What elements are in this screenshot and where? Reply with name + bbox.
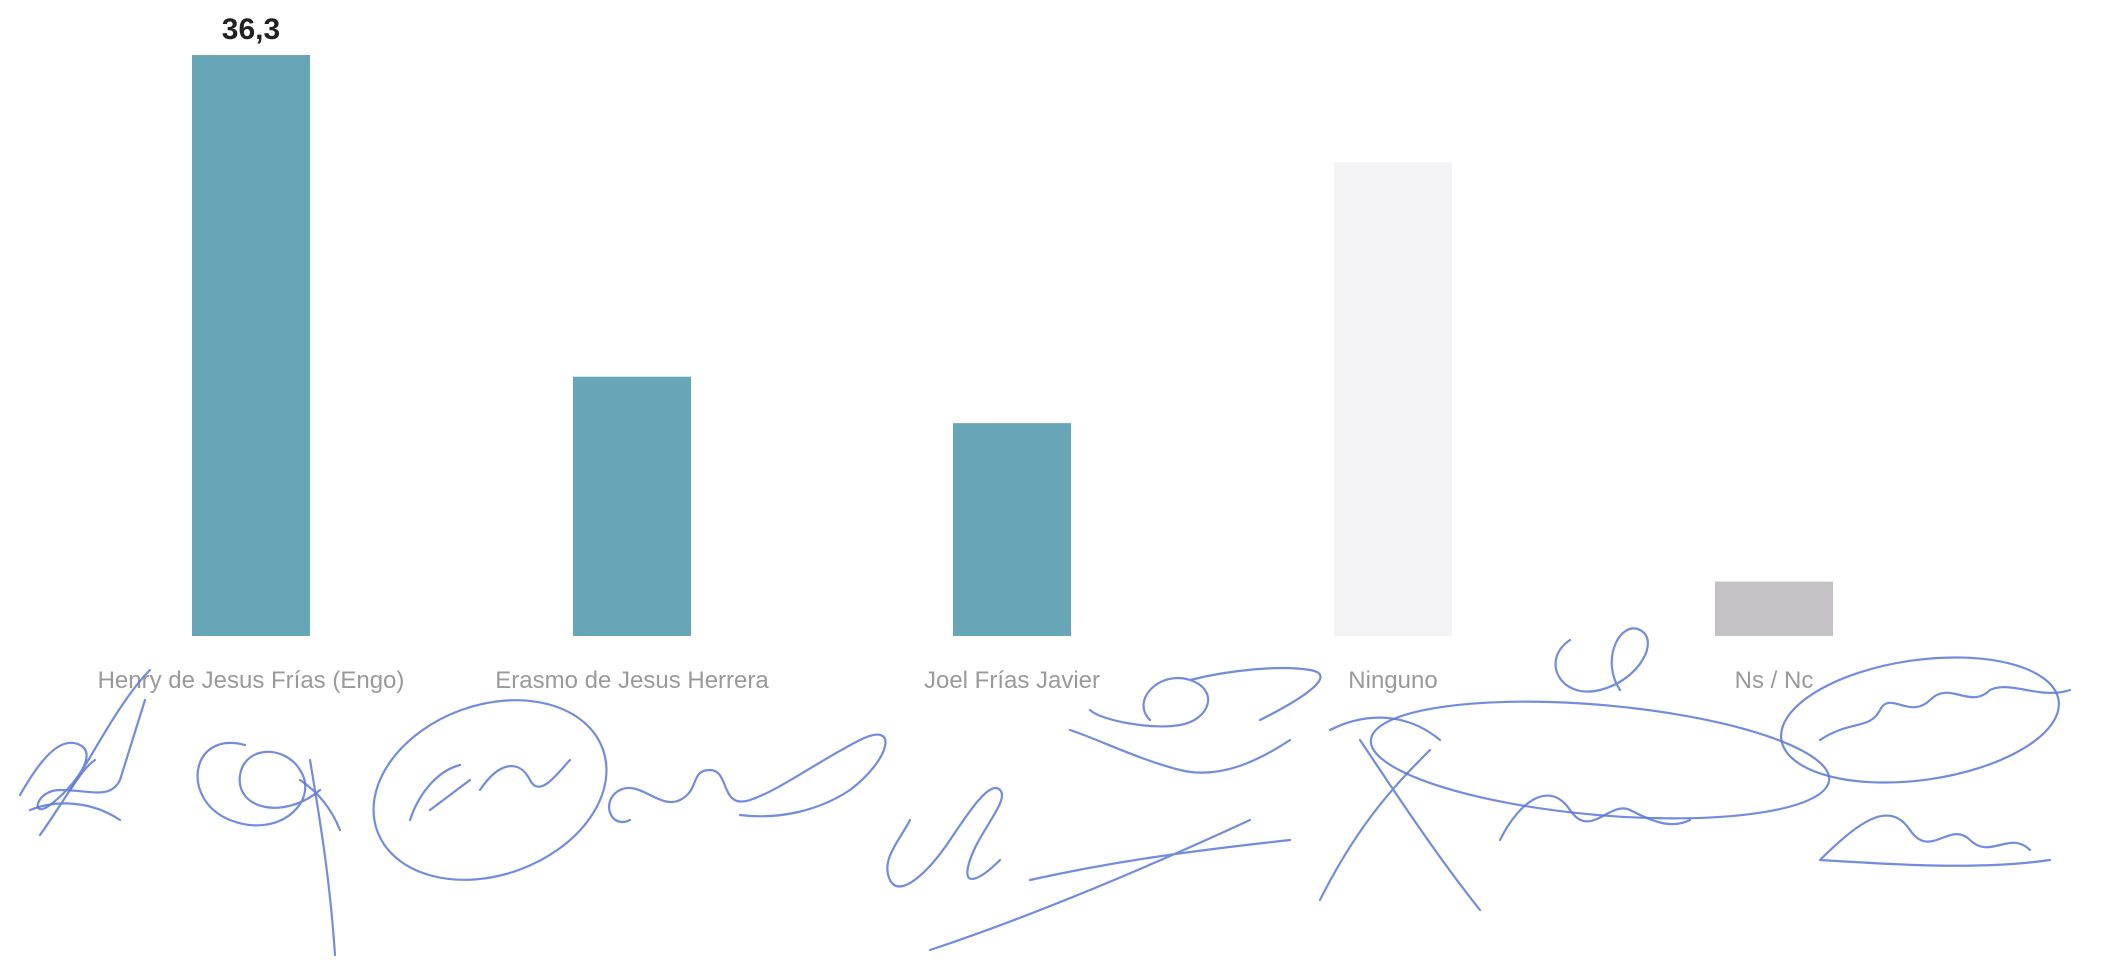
signature-8 [1780,656,2072,867]
signature-4 [608,733,887,824]
signature-5 [886,787,1292,952]
category-label-3: Joel Frías Javier [924,667,1100,694]
signature-1 [18,668,152,837]
signature-2 [196,741,342,957]
data-labels: 36,3 [222,13,280,46]
bar-1 [192,55,310,636]
bars [192,55,1833,636]
signature-3 [372,699,608,881]
bar-3 [953,423,1071,636]
data-label-1: 36,3 [222,13,280,46]
category-label-1: Henry de Jesus Frías (Engo) [98,667,405,694]
bar-5 [1715,581,1833,636]
signatures [18,627,2072,957]
signature-7 [1318,627,1831,912]
category-label-2: Erasmo de Jesus Herrera [495,667,769,694]
bar-4 [1334,162,1452,636]
category-label-5: Ns / Nc [1735,667,1814,694]
category-label-4: Ninguno [1348,667,1437,694]
category-labels: Henry de Jesus Frías (Engo) Erasmo de Jes… [98,667,1814,694]
bar-2 [573,376,691,636]
signature-6 [1068,666,1322,774]
